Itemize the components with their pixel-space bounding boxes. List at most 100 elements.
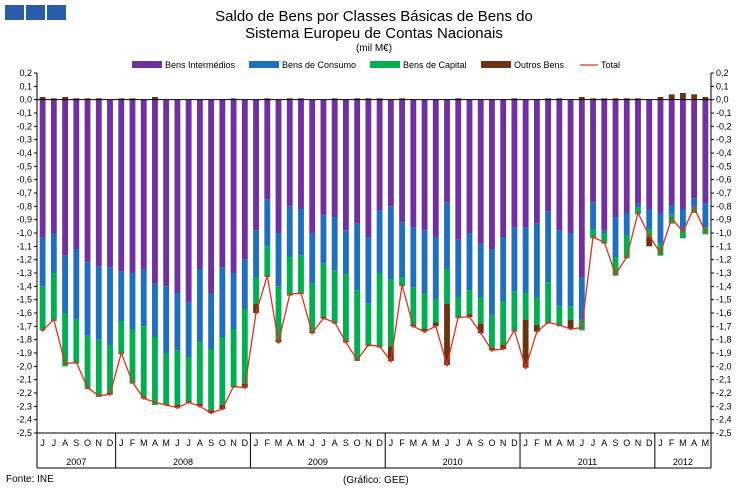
total-point bbox=[288, 293, 292, 296]
bar-segment bbox=[62, 99, 69, 256]
bar-segment bbox=[522, 293, 529, 320]
bar-segment bbox=[646, 237, 653, 247]
x-month-label: M bbox=[410, 438, 418, 448]
x-month-label: M bbox=[297, 438, 305, 448]
bar-segment bbox=[522, 99, 529, 228]
bar-segment bbox=[646, 209, 653, 229]
bar-segment bbox=[578, 99, 585, 278]
x-month-label: A bbox=[601, 438, 607, 448]
bar-segment bbox=[533, 325, 540, 332]
total-point bbox=[602, 241, 606, 244]
bar-segment bbox=[545, 99, 552, 212]
total-point bbox=[659, 251, 662, 255]
x-month-label: A bbox=[466, 438, 472, 448]
total-point bbox=[277, 341, 280, 344]
total-point bbox=[524, 366, 527, 369]
bar-segment bbox=[612, 257, 619, 276]
x-month-label: M bbox=[567, 438, 575, 448]
bar-segment bbox=[522, 319, 529, 368]
total-point bbox=[119, 351, 123, 355]
bar-segment bbox=[230, 329, 237, 388]
bar-segment bbox=[331, 98, 338, 100]
bar-segment bbox=[387, 99, 394, 207]
bar-segment bbox=[95, 339, 102, 397]
bar-segment bbox=[84, 335, 91, 389]
bar-segment bbox=[196, 269, 203, 343]
bar-segment bbox=[219, 337, 226, 405]
bar-segment bbox=[39, 286, 46, 331]
total-point bbox=[221, 407, 224, 411]
bar-segment bbox=[466, 314, 473, 317]
bar-segment bbox=[62, 313, 69, 367]
bar-segment bbox=[376, 98, 383, 100]
total-point bbox=[378, 345, 381, 348]
x-month-label: D bbox=[511, 438, 518, 448]
bar-segment bbox=[466, 99, 473, 234]
x-month-label: J bbox=[52, 438, 57, 448]
bar-segment bbox=[152, 337, 158, 405]
x-month-label: J bbox=[445, 438, 450, 448]
bar-segment bbox=[219, 99, 226, 268]
total-point bbox=[490, 349, 494, 352]
bar-segment bbox=[298, 255, 304, 295]
bar-segment bbox=[309, 99, 316, 234]
bar-segment bbox=[174, 293, 181, 351]
total-point bbox=[636, 211, 640, 215]
x-month-label: J bbox=[310, 438, 315, 448]
y-tick-label: -0,1 bbox=[16, 108, 32, 118]
bar-segment bbox=[511, 227, 518, 292]
total-point bbox=[344, 341, 348, 344]
total-point bbox=[681, 230, 685, 233]
bar-segment bbox=[612, 99, 619, 217]
y-tick-label: -1,9 bbox=[716, 348, 732, 358]
bar-segment bbox=[545, 98, 552, 100]
x-month-label: O bbox=[623, 438, 630, 448]
total-point bbox=[176, 406, 179, 409]
bar-segment bbox=[668, 99, 675, 205]
bar-segment bbox=[500, 99, 507, 238]
y-tick-label: 0,1 bbox=[19, 81, 32, 91]
bar-segment bbox=[623, 99, 630, 213]
x-year-label: 2010 bbox=[443, 457, 463, 467]
y-tick-label: -1,7 bbox=[16, 321, 32, 331]
total-point bbox=[580, 326, 584, 329]
bar-segment bbox=[73, 99, 80, 250]
bar-segment bbox=[657, 213, 664, 244]
bar-segment bbox=[444, 99, 450, 203]
y-tick-label: -1,5 bbox=[716, 295, 732, 305]
x-month-label: F bbox=[265, 438, 271, 448]
logo-square-2 bbox=[26, 5, 45, 20]
bar-segment bbox=[567, 233, 574, 307]
legend-swatch bbox=[481, 61, 511, 68]
bar-segment bbox=[489, 249, 495, 316]
bar-segment bbox=[679, 93, 686, 100]
y-tick-label: -2,3 bbox=[16, 401, 32, 411]
y-tick-label: 0,0 bbox=[19, 95, 32, 105]
y-tick-label: -1,0 bbox=[16, 228, 32, 238]
bar-segment bbox=[500, 237, 507, 301]
legend-swatch bbox=[249, 61, 279, 68]
total-point bbox=[41, 329, 44, 332]
bar-segment bbox=[365, 98, 372, 100]
bar-segment bbox=[62, 255, 69, 313]
bar-segment bbox=[253, 230, 259, 277]
bar-segment bbox=[286, 98, 293, 100]
x-month-label: J bbox=[186, 438, 191, 448]
bar-segment bbox=[376, 273, 383, 348]
x-month-label: S bbox=[343, 438, 349, 448]
y-tick-label: -1,4 bbox=[16, 281, 32, 291]
x-month-label: S bbox=[478, 438, 484, 448]
y-tick-label: -1,6 bbox=[716, 308, 732, 318]
bar-segment bbox=[365, 237, 372, 304]
total-point bbox=[131, 381, 134, 384]
bar-segment bbox=[185, 302, 192, 357]
total-point bbox=[456, 315, 460, 319]
legend-label: Bens de Capital bbox=[403, 60, 467, 70]
y-tick-label: -1,0 bbox=[716, 228, 732, 238]
y-tick-label: -0,2 bbox=[16, 121, 32, 131]
total-point bbox=[232, 385, 235, 388]
bar-segment bbox=[623, 98, 630, 100]
bar-segment bbox=[691, 94, 698, 100]
y-tick-label: -2,0 bbox=[716, 361, 732, 371]
x-month-label: M bbox=[544, 438, 552, 448]
